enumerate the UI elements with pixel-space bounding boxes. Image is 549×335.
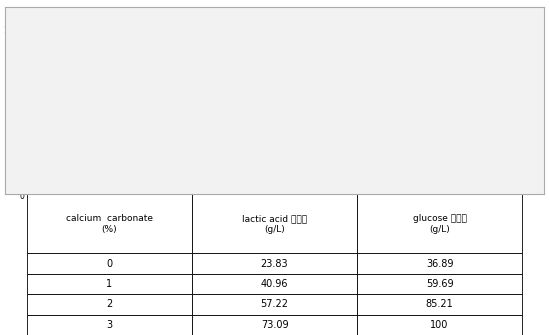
Legend: 0% caco3, 1% caco3, 2% caco3, 3% caco3: 0% caco3, 1% caco3, 2% caco3, 3% caco3 [209, 16, 255, 47]
X-axis label: Incubation time(hr): Incubation time(hr) [362, 204, 456, 212]
Legend: 0% caco3, 1% caco3, 2% caco3, 3% caco3: 0% caco3, 1% caco3, 2% caco3, 3% caco3 [478, 85, 524, 116]
X-axis label: Incubation time(hr): Incubation time(hr) [93, 204, 187, 212]
Y-axis label: Lactic acid(g/L): Lactic acid(g/L) [265, 68, 274, 133]
